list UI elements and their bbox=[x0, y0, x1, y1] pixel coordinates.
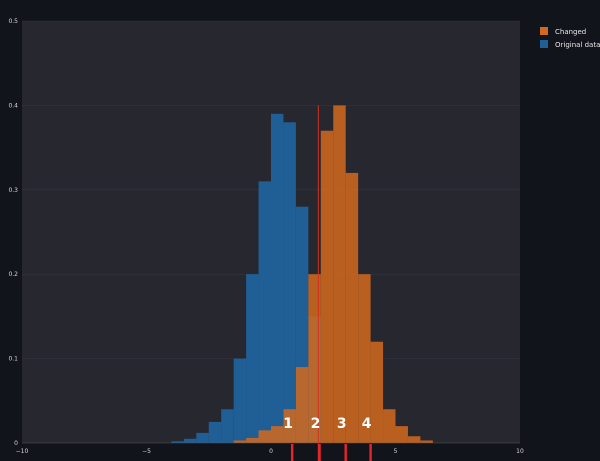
changed-bars bbox=[233, 105, 433, 444]
rug-marker[interactable] bbox=[318, 444, 321, 461]
histogram-bar bbox=[271, 426, 284, 443]
legend-label[interactable]: Changed bbox=[555, 28, 586, 36]
legend[interactable]: Changed Original data bbox=[540, 27, 600, 49]
histogram-bar bbox=[258, 181, 271, 444]
legend-label[interactable]: Original data bbox=[555, 41, 600, 49]
histogram-bar bbox=[308, 274, 321, 443]
y-tick-label: 0.4 bbox=[8, 102, 18, 109]
histogram-bar bbox=[345, 172, 359, 444]
histogram-bar bbox=[271, 113, 284, 443]
rug-marker[interactable] bbox=[344, 444, 347, 461]
rug-marker[interactable] bbox=[369, 444, 372, 461]
x-tick-label: −10 bbox=[16, 448, 29, 455]
histogram-bar bbox=[333, 105, 346, 444]
histogram-bar bbox=[221, 409, 234, 443]
histogram-bar bbox=[233, 358, 247, 443]
histogram-bar bbox=[358, 274, 371, 443]
x-tick-label: −5 bbox=[142, 448, 151, 455]
histogram-bar bbox=[370, 341, 384, 443]
histogram-bar bbox=[208, 421, 222, 443]
rug-marker[interactable] bbox=[290, 444, 294, 461]
histogram-bar bbox=[420, 440, 433, 443]
x-tick-label: 0 bbox=[269, 448, 273, 455]
histogram-bar bbox=[383, 409, 396, 443]
marker-label: 1 bbox=[283, 416, 293, 432]
histogram-bar bbox=[233, 440, 247, 443]
histogram-bar bbox=[258, 430, 271, 443]
marker-label: 3 bbox=[337, 416, 347, 432]
histogram-bar bbox=[246, 274, 259, 443]
histogram-bar bbox=[283, 409, 296, 443]
y-tick-label: 0.5 bbox=[8, 18, 18, 25]
y-tick-label: 0.3 bbox=[8, 187, 18, 194]
x-tick-label: 5 bbox=[394, 448, 398, 455]
histogram-bar bbox=[283, 122, 296, 443]
y-tick-label: 0.1 bbox=[8, 356, 18, 363]
histogram-bar bbox=[196, 432, 209, 443]
legend-swatch bbox=[540, 40, 548, 48]
legend-swatch bbox=[540, 27, 548, 35]
histogram-bar bbox=[246, 437, 259, 443]
histogram-bar bbox=[171, 441, 184, 443]
y-tick-label: 0.2 bbox=[8, 271, 18, 278]
y-tick-label: 0 bbox=[14, 440, 18, 447]
marker-label: 2 bbox=[311, 416, 321, 432]
histogram-bar bbox=[183, 438, 197, 443]
marker-label: 4 bbox=[362, 416, 372, 432]
x-tick-label: 10 bbox=[516, 448, 524, 455]
histogram-bar bbox=[407, 436, 421, 443]
histogram-bar bbox=[295, 367, 309, 443]
axis-ticks: −10 −5 0 5 10 0 0.1 0.2 0.3 0.4 0.5 bbox=[8, 18, 524, 455]
histogram-bar bbox=[320, 130, 334, 443]
histogram-bar bbox=[395, 426, 408, 443]
